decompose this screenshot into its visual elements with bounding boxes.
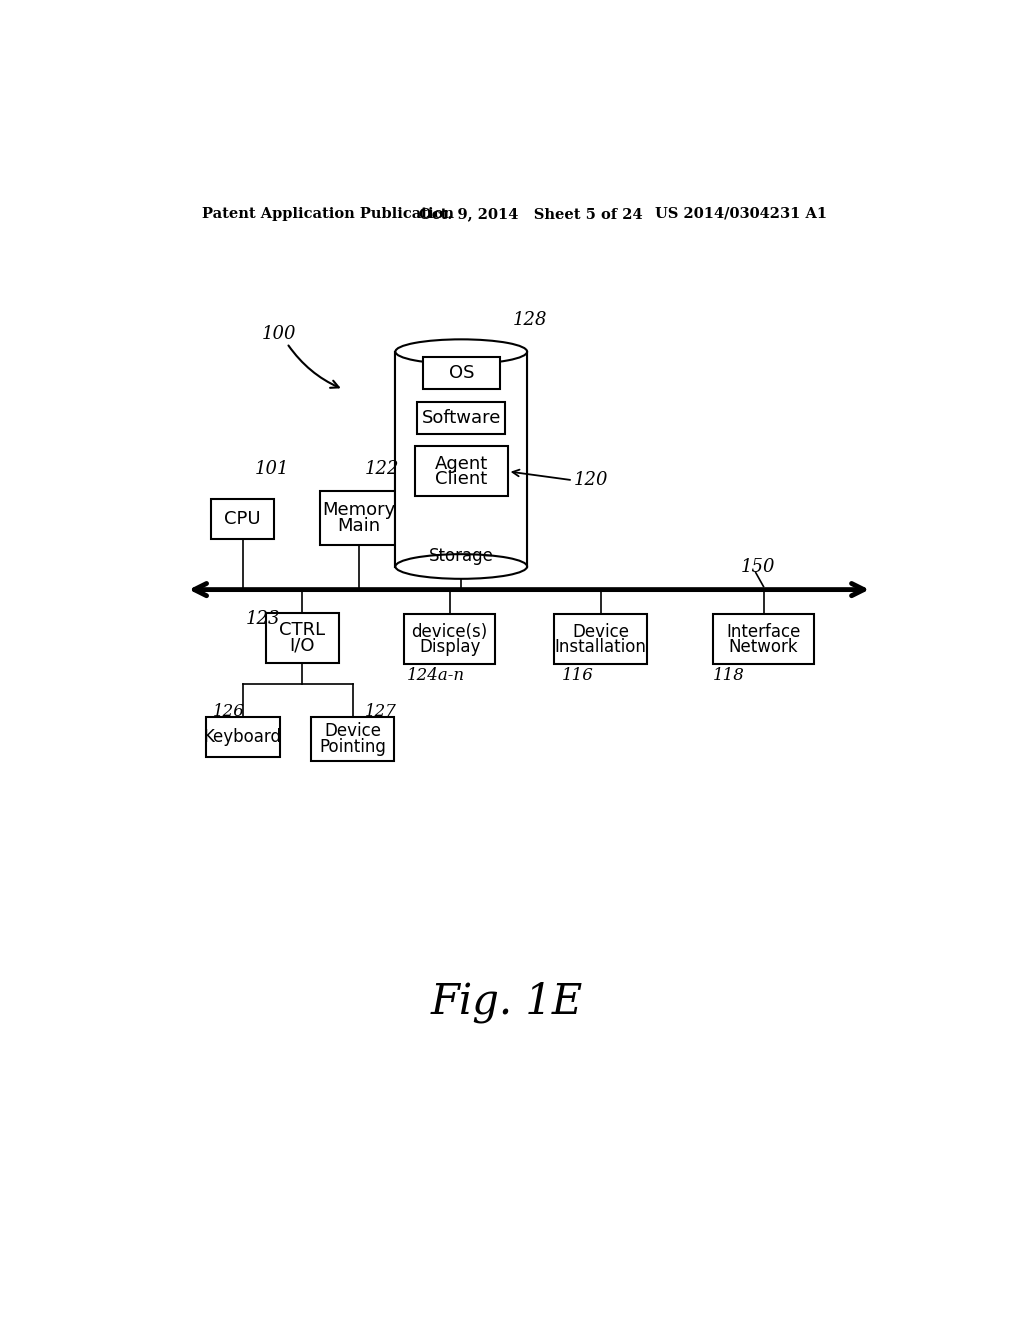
Bar: [265, 612, 339, 663]
Ellipse shape: [395, 339, 527, 364]
Text: 120: 120: [573, 471, 608, 490]
Text: Storage: Storage: [429, 546, 494, 565]
Bar: [713, 614, 814, 664]
Bar: [321, 491, 397, 545]
Text: Installation: Installation: [555, 638, 647, 656]
Text: Keyboard: Keyboard: [204, 727, 282, 746]
Text: Display: Display: [419, 638, 480, 656]
Text: OS: OS: [449, 364, 474, 383]
Text: Memory: Memory: [323, 502, 395, 519]
Text: 101: 101: [254, 459, 289, 478]
Text: Client: Client: [435, 470, 487, 488]
Bar: [211, 499, 274, 539]
Text: 126: 126: [213, 702, 245, 719]
Text: I/O: I/O: [290, 636, 315, 655]
Text: Agent: Agent: [434, 454, 487, 473]
Text: Patent Application Publication: Patent Application Publication: [202, 207, 454, 220]
Text: 127: 127: [366, 702, 397, 719]
Text: Software: Software: [422, 409, 501, 426]
Bar: [395, 351, 527, 566]
Bar: [554, 614, 647, 664]
Text: 122: 122: [365, 459, 399, 478]
Text: 118: 118: [713, 668, 745, 684]
Text: Interface: Interface: [726, 623, 801, 640]
Bar: [417, 401, 506, 434]
Bar: [415, 446, 508, 496]
Bar: [206, 717, 280, 756]
Ellipse shape: [395, 554, 527, 578]
Text: device(s): device(s): [412, 623, 487, 640]
Text: Main: Main: [337, 516, 381, 535]
Text: Network: Network: [729, 638, 799, 656]
Text: CTRL: CTRL: [280, 620, 326, 639]
Text: Oct. 9, 2014   Sheet 5 of 24: Oct. 9, 2014 Sheet 5 of 24: [419, 207, 642, 220]
Text: 123: 123: [246, 610, 281, 628]
Bar: [403, 614, 496, 664]
Text: Pointing: Pointing: [319, 738, 386, 755]
Text: 150: 150: [740, 557, 775, 576]
Bar: [311, 717, 394, 762]
Text: 116: 116: [562, 668, 594, 684]
Text: 100: 100: [261, 325, 296, 343]
Text: 128: 128: [513, 312, 548, 329]
Text: US 2014/0304231 A1: US 2014/0304231 A1: [655, 207, 827, 220]
Text: 124a-n: 124a-n: [407, 668, 465, 684]
Bar: [423, 358, 500, 389]
Text: Device: Device: [572, 623, 630, 640]
Text: Fig. 1E: Fig. 1E: [430, 981, 583, 1023]
Text: Device: Device: [325, 722, 381, 741]
Text: CPU: CPU: [224, 510, 261, 528]
